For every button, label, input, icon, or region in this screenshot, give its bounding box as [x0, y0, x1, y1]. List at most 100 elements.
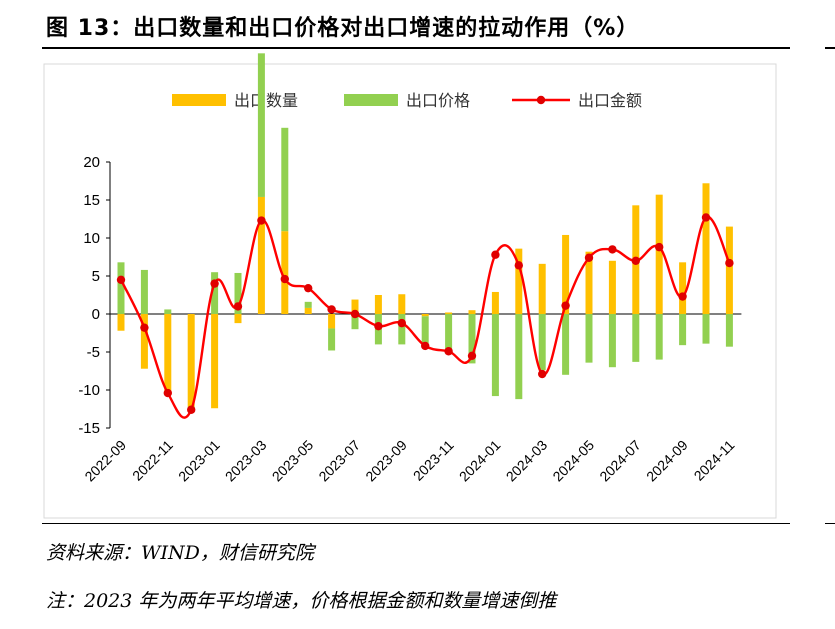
price-bar — [351, 314, 359, 330]
y-tick-label: 5 — [92, 268, 100, 285]
price-bar — [515, 314, 523, 400]
y-tick-label: 20 — [83, 154, 100, 171]
legend-swatch — [344, 94, 398, 106]
price-bar — [117, 262, 125, 314]
amount-marker — [538, 369, 547, 379]
quantity-bar — [538, 263, 546, 314]
amount-marker — [444, 347, 453, 356]
quantity-bar — [140, 314, 148, 369]
quantity-bar — [491, 291, 499, 314]
price-bar — [398, 314, 406, 345]
legend: 出口数量 出口价格 出口金额 — [172, 91, 642, 110]
amount-marker — [631, 256, 640, 265]
quantity-bar — [187, 314, 195, 407]
quantity-bar — [374, 295, 382, 314]
amount-marker — [163, 388, 172, 398]
legend-swatch — [172, 94, 226, 106]
quantity-bar — [351, 299, 359, 314]
y-tick-label: 0 — [92, 306, 100, 323]
quantity-bar — [421, 314, 429, 317]
price-bar — [257, 53, 265, 197]
quantity-bar — [211, 314, 219, 409]
quantity-bar — [257, 196, 265, 314]
price-bar — [421, 316, 429, 346]
amount-marker — [491, 250, 500, 259]
bottom-rule-edge — [825, 523, 835, 524]
amount-marker — [514, 261, 523, 270]
amount-marker — [678, 292, 687, 301]
price-bar — [281, 127, 289, 232]
price-bar — [328, 328, 336, 351]
amount-marker — [701, 213, 711, 222]
source-note: 资料来源：WIND，财信研究院 — [46, 542, 314, 564]
price-bar — [725, 314, 733, 347]
price-bar — [632, 314, 640, 362]
price-bar — [538, 314, 546, 371]
y-tick-label: -5 — [87, 344, 100, 361]
price-bar — [304, 301, 312, 308]
price-bar — [608, 314, 616, 368]
amount-marker — [210, 279, 219, 288]
quantity-bar — [304, 307, 312, 314]
quantity-bar — [468, 310, 476, 314]
quantity-bar — [398, 294, 406, 314]
amount-marker — [397, 318, 406, 328]
quantity-bar — [679, 262, 687, 314]
price-bar — [585, 314, 593, 363]
amount-marker — [140, 323, 149, 332]
amount-marker — [608, 245, 617, 254]
amount-marker — [467, 351, 477, 360]
amount-marker — [327, 305, 336, 314]
price-bar — [140, 269, 148, 314]
quantity-bar — [655, 194, 663, 314]
price-bar — [491, 314, 499, 397]
amount-marker — [280, 274, 289, 284]
quantity-bar — [164, 314, 172, 392]
amount-marker — [350, 309, 360, 319]
price-bar — [211, 272, 219, 314]
price-bar — [234, 272, 242, 314]
amount-marker — [187, 405, 196, 414]
bars — [117, 53, 733, 411]
quantity-bar — [702, 183, 710, 314]
amount-marker — [584, 253, 594, 262]
price-bar — [702, 314, 710, 344]
amount-marker — [655, 242, 664, 252]
amount-marker — [561, 301, 570, 310]
quantity-bar — [445, 312, 453, 314]
y-tick-label: 15 — [83, 192, 100, 209]
figure-title: 图 13：出口数量和出口价格对出口增速的拉动作用（%） — [46, 16, 640, 41]
amount-marker — [421, 341, 430, 351]
quantity-bar — [234, 314, 242, 324]
y-tick-label: -10 — [78, 382, 100, 399]
amount-marker — [374, 321, 383, 331]
chart-frame — [43, 63, 777, 519]
price-bar — [562, 314, 570, 375]
footnote: 注：2023 年为两年平均增速，价格根据金额和数量增速倒推 — [46, 590, 557, 612]
legend-label: 出口金额 — [578, 91, 642, 110]
quantity-bar — [608, 260, 616, 314]
quantity-bar — [515, 248, 523, 314]
quantity-bar — [328, 314, 336, 329]
price-bar — [655, 314, 663, 360]
y-tick-label: 10 — [83, 230, 100, 247]
amount-marker — [116, 275, 126, 284]
legend-swatch-marker — [536, 95, 546, 105]
quantity-bar — [725, 226, 733, 314]
price-bar — [679, 314, 687, 346]
price-bar — [164, 309, 172, 314]
price-bar — [445, 314, 453, 352]
top-rule-edge — [825, 47, 835, 49]
amount-marker — [725, 258, 734, 268]
quantity-bar — [117, 314, 125, 331]
amount-line — [116, 213, 734, 419]
y-tick-label: -15 — [78, 420, 100, 437]
amount-marker — [233, 302, 243, 311]
amount-marker — [257, 216, 266, 225]
amount-marker — [304, 283, 313, 293]
legend-label: 出口价格 — [406, 91, 470, 110]
quantity-bar — [585, 251, 593, 314]
y-axis: -15 -10 -5 0 5 10 15 20 — [78, 154, 111, 437]
legend-label: 出口数量 — [234, 91, 298, 110]
